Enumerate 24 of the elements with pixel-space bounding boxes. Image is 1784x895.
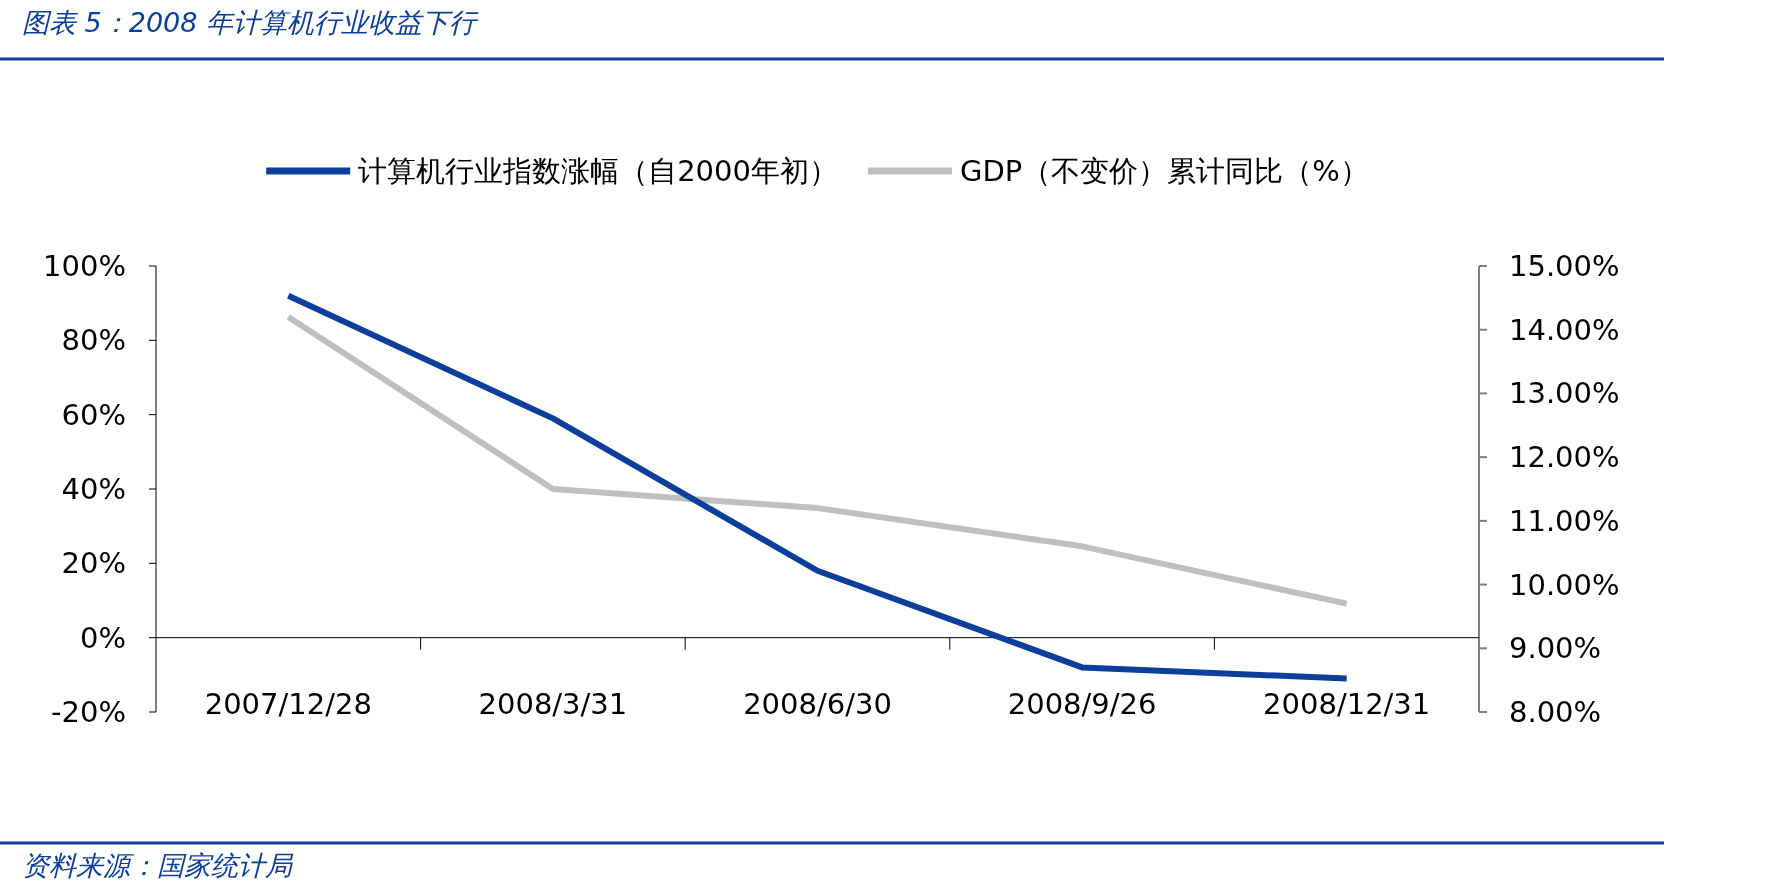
y2-tick-label: 9.00% xyxy=(1509,631,1602,666)
y-tick-label: 20% xyxy=(61,546,126,581)
legend-label: 计算机行业指数涨幅（自2000年初） xyxy=(358,154,838,188)
y-tick-label: 0% xyxy=(79,620,126,655)
x-tick-label: 2007/12/28 xyxy=(204,687,372,721)
x-tick-label: 2008/6/30 xyxy=(743,687,892,721)
y2-tick-label: 10.00% xyxy=(1509,567,1620,602)
x-tick-label: 2008/12/31 xyxy=(1263,687,1431,721)
legend-label: GDP（不变价）累计同比（%） xyxy=(959,154,1369,188)
y2-tick-label: 12.00% xyxy=(1509,440,1620,475)
y2-tick-label: 15.00% xyxy=(1509,249,1620,283)
y2-tick-label: 13.00% xyxy=(1509,376,1620,411)
y-tick-label: 80% xyxy=(61,323,126,358)
y-tick-label: -20% xyxy=(51,695,126,729)
x-tick-label: 2008/9/26 xyxy=(1007,687,1157,721)
chart-title: 图表 5：2008 年计算机行业收益下行 xyxy=(22,7,480,38)
text: 资料来源：国家统计局 xyxy=(22,850,294,881)
y-tick-label: 60% xyxy=(61,397,126,432)
y-tick-label: 100% xyxy=(43,249,126,283)
y2-tick-label: 8.00% xyxy=(1509,695,1602,729)
y2-tick-label: 11.00% xyxy=(1509,503,1620,538)
y2-tick-label: 14.00% xyxy=(1509,312,1620,347)
y-tick-label: 40% xyxy=(61,472,126,506)
x-tick-label: 2008/3/31 xyxy=(478,687,628,721)
